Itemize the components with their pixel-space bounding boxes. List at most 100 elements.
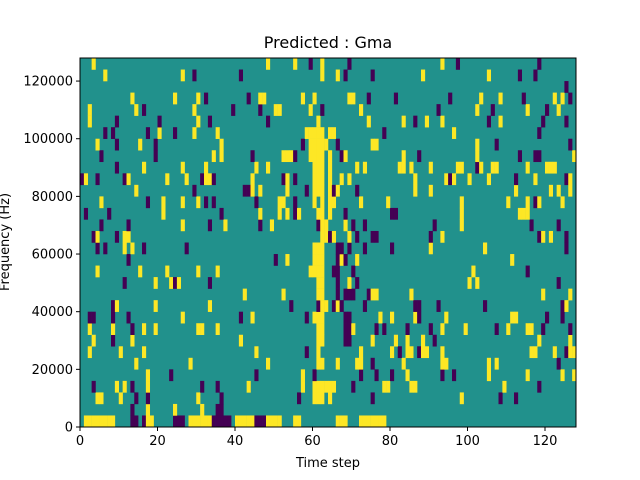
heatmap-cell-high: [475, 138, 480, 151]
heatmap-cell-low: [417, 300, 422, 312]
heatmap-cell-low: [370, 230, 375, 243]
heatmap-cell-low: [351, 265, 356, 278]
heatmap-cell-high: [316, 242, 321, 255]
heatmap-cell-high: [386, 380, 391, 393]
heatmap-cell-high: [142, 161, 147, 174]
y-tick-label: 60000: [32, 248, 73, 263]
heatmap-cell-high: [320, 334, 325, 347]
heatmap-cell-high: [374, 138, 379, 151]
heatmap-cell-high: [444, 311, 449, 324]
heatmap-cell-high: [277, 415, 282, 428]
heatmap-cell-high: [312, 254, 317, 266]
heatmap-cell-low: [355, 184, 360, 197]
heatmap-cell-high: [273, 415, 278, 428]
heatmap-cell-high: [87, 104, 92, 116]
heatmap-cell-low: [335, 288, 340, 301]
heatmap-cell-high: [366, 415, 371, 428]
heatmap-cell-high: [145, 415, 151, 428]
heatmap-cell-low: [304, 346, 309, 359]
heatmap-cell-low: [428, 230, 433, 243]
heatmap-cell-high: [180, 161, 185, 174]
heatmap-cell-high: [390, 346, 395, 359]
heatmap-cell-low: [564, 346, 569, 359]
heatmap-cell-high: [196, 392, 201, 405]
heatmap-cell-low: [533, 150, 538, 163]
heatmap-cell-low: [556, 219, 561, 232]
heatmap-cell-low: [417, 346, 422, 359]
heatmap-cell-high: [568, 346, 573, 359]
heatmap-cell-low: [397, 346, 402, 359]
heatmap-cell-low: [432, 219, 437, 232]
heatmap-cell-high: [184, 173, 189, 186]
heatmap-cell-high: [335, 357, 340, 370]
heatmap-cell-high: [242, 415, 247, 428]
heatmap-cell-high: [316, 207, 321, 220]
heatmap-cell-high: [328, 380, 333, 393]
heatmap-cell-low: [258, 104, 263, 116]
heatmap-cell-low: [157, 115, 162, 128]
heatmap-cell-low: [440, 369, 445, 382]
heatmap-cell-low: [347, 323, 352, 335]
heatmap-cell-high: [320, 184, 325, 197]
heatmap-cell-low: [343, 323, 348, 335]
heatmap-cell-high: [339, 254, 344, 266]
heatmap-cell-high: [568, 288, 573, 301]
heatmap-cell-high: [440, 357, 445, 370]
heatmap-cell-high: [312, 150, 317, 163]
heatmap-cell-high: [498, 92, 503, 105]
heatmap-cell-high: [269, 219, 275, 232]
heatmap-cell-high: [300, 380, 306, 393]
heatmap-cell-high: [525, 161, 530, 174]
heatmap-cell-low: [347, 311, 352, 324]
heatmap-cell-high: [320, 161, 325, 174]
heatmap-cell-high: [297, 207, 302, 220]
heatmap-cell-high: [312, 161, 317, 174]
heatmap-cell-high: [370, 334, 375, 347]
heatmap-cell-low: [258, 219, 263, 232]
heatmap-cell-low: [114, 138, 120, 151]
heatmap-cell-low: [382, 127, 387, 139]
heatmap-cell-high: [366, 115, 371, 128]
heatmap-cell-low: [355, 277, 360, 289]
heatmap-cell-high: [421, 346, 426, 359]
heatmap-cell-high: [196, 92, 201, 105]
heatmap-cell-low: [316, 300, 321, 312]
heatmap-cell-high: [452, 173, 457, 186]
heatmap-cell-low: [293, 207, 298, 220]
heatmap-cell-high: [281, 288, 286, 301]
heatmap-cell-high: [107, 415, 112, 428]
heatmap-cell-low: [370, 357, 375, 370]
heatmap-cell-high: [266, 357, 271, 370]
heatmap-cell-low: [316, 219, 321, 232]
x-tick-label: 40: [227, 434, 244, 449]
heatmap-cell-high: [134, 184, 139, 197]
heatmap-cell-high: [126, 230, 131, 243]
heatmap-cell-high: [475, 277, 480, 289]
heatmap-cell-low: [374, 369, 379, 382]
heatmap-cell-low: [289, 300, 294, 312]
heatmap-cell-low: [103, 127, 108, 139]
heatmap-cell-low: [320, 104, 325, 116]
heatmap-cell-low: [331, 300, 337, 312]
y-tick-label: 120000: [23, 75, 73, 90]
heatmap-cell-high: [192, 104, 197, 116]
heatmap-cell-high: [114, 380, 120, 393]
heatmap-cell-high: [103, 69, 108, 82]
heatmap-cell-high: [95, 138, 100, 151]
heatmap-cell-low: [343, 69, 348, 82]
heatmap-cell-high: [459, 219, 464, 232]
heatmap-cell-low: [335, 277, 340, 289]
heatmap-cell-low: [347, 242, 352, 255]
heatmap-cell-high: [95, 415, 100, 428]
heatmap-cell-low: [297, 392, 302, 405]
heatmap-cell-low: [95, 242, 100, 255]
heatmap-cell-low: [246, 184, 251, 197]
heatmap-cell-high: [405, 369, 410, 382]
heatmap-cell-high: [91, 58, 96, 70]
heatmap-cell-low: [126, 219, 131, 232]
heatmap-cell-high: [475, 104, 480, 116]
heatmap-cell-low: [145, 392, 151, 405]
heatmap-cell-high: [153, 277, 158, 289]
heatmap-cell-high: [312, 173, 317, 186]
heatmap-cell-high: [382, 415, 387, 428]
